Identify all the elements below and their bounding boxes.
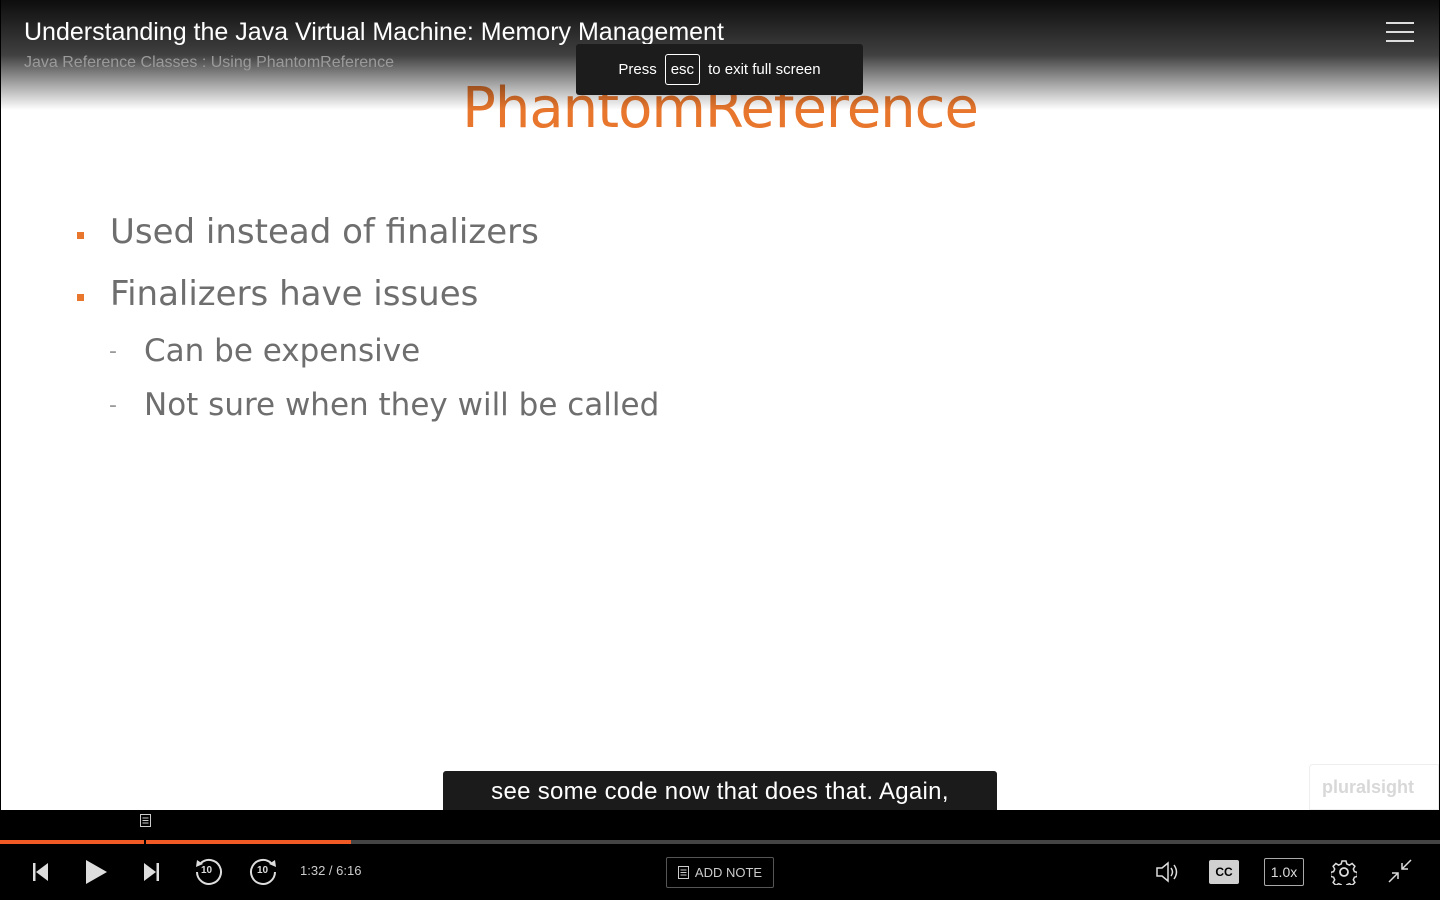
bullet-text: Used instead of finalizers [110, 212, 539, 252]
sub-bullet-item: - Can be expensive [109, 333, 420, 369]
closed-captions-button[interactable]: CC [1209, 860, 1239, 884]
gear-icon [1331, 860, 1357, 885]
pluralsight-watermark: pluralsight [1309, 764, 1439, 810]
fullscreen-toast: Press esc to exit full screen [576, 44, 863, 95]
note-icon [677, 866, 689, 879]
add-note-button[interactable]: ADD NOTE [666, 857, 774, 888]
bullet-square-icon [77, 232, 84, 239]
forward-10-icon [250, 858, 276, 885]
progress-fill [0, 840, 352, 844]
closed-caption: see some code now that does that. Again, [443, 771, 997, 810]
volume-icon [1156, 861, 1178, 883]
esc-key-badge: esc [664, 54, 701, 85]
play-button[interactable] [82, 858, 110, 886]
sub-bullet-item: - Not sure when they will be called [109, 387, 659, 423]
rewind-10-button[interactable]: 10 [192, 856, 224, 888]
exit-fullscreen-icon [1388, 859, 1412, 883]
toast-press-text: Press [618, 61, 657, 78]
rewind-label: 10 [201, 865, 213, 876]
next-clip-button[interactable] [140, 860, 164, 884]
previous-clip-button[interactable] [28, 860, 52, 884]
settings-button[interactable] [1330, 858, 1358, 886]
hamburger-menu-icon[interactable] [1386, 22, 1414, 42]
time-display: 1:32 / 6:16 [300, 863, 362, 878]
volume-button[interactable] [1154, 859, 1180, 885]
slide-canvas: PhantomReference Used instead of finaliz… [1, 0, 1439, 810]
bullet-item: Finalizers have issues [75, 274, 478, 314]
clip-title: Java Reference Classes : Using PhantomRe… [24, 54, 394, 71]
playback-speed-button[interactable]: 1.0x [1264, 858, 1304, 886]
bullet-square-icon [77, 294, 84, 301]
course-title: Understanding the Java Virtual Machine: … [24, 18, 724, 46]
note-marker-gap [144, 840, 146, 844]
note-marker-icon[interactable] [140, 814, 151, 830]
sub-bullet-text: Not sure when they will be called [144, 387, 660, 423]
bullet-item: Used instead of finalizers [75, 212, 539, 252]
toast-message: to exit full screen [708, 61, 821, 78]
sub-bullet-text: Can be expensive [144, 333, 421, 369]
exit-fullscreen-button[interactable] [1387, 858, 1413, 884]
forward-10-button[interactable]: 10 [248, 856, 280, 888]
skip-forward-icon [144, 863, 159, 881]
add-note-label: ADD NOTE [694, 865, 763, 880]
play-icon [86, 860, 107, 884]
bullet-dash-icon: - [109, 393, 117, 418]
progress-bar[interactable] [0, 840, 1440, 844]
skip-back-icon [33, 863, 48, 881]
bullet-text: Finalizers have issues [110, 274, 479, 314]
bullet-dash-icon: - [109, 339, 117, 364]
forward-label: 10 [257, 865, 269, 876]
rewind-10-icon [196, 858, 222, 885]
player-controls: 10 10 1:32 / 6:16 ADD NOTE CC 1.0x [0, 810, 1440, 900]
